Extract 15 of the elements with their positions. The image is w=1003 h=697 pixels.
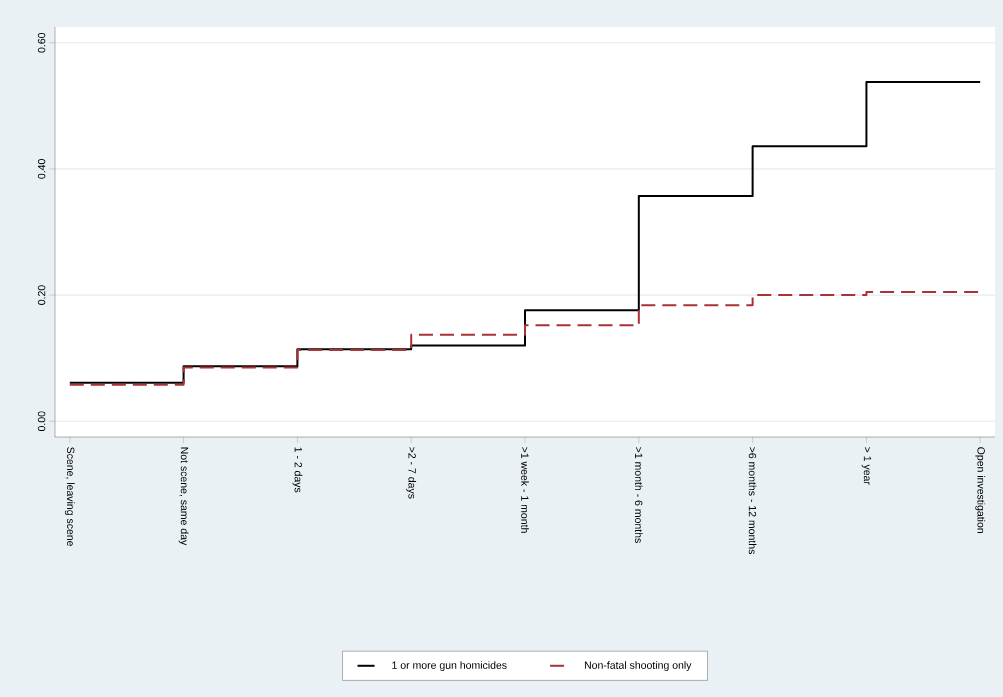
x-tick-label: Open investigation xyxy=(975,447,986,533)
y-tick-label: 0.60 xyxy=(37,32,46,53)
x-tick-label: Scene, leaving scene xyxy=(64,447,75,547)
x-tick-label: Not scene, same day xyxy=(178,447,189,546)
x-tick-label: >2 - 7 days xyxy=(406,447,417,499)
legend-label: 1 or more gun homicides xyxy=(392,661,507,671)
x-tick-label: 1 - 2 days xyxy=(292,447,303,493)
x-tick-label: > 1 year xyxy=(861,447,872,485)
legend-label: Non-fatal shooting only xyxy=(584,661,692,671)
y-tick-label: 0.00 xyxy=(37,411,46,432)
x-tick-label: >1 month - 6 months xyxy=(634,447,643,543)
y-tick-label: 0.20 xyxy=(37,285,46,305)
x-tick-label: >6 months - 12 months xyxy=(748,447,757,554)
y-tick-label: 0.40 xyxy=(37,159,46,179)
x-tick-label: >1 week - 1 month xyxy=(521,447,529,533)
